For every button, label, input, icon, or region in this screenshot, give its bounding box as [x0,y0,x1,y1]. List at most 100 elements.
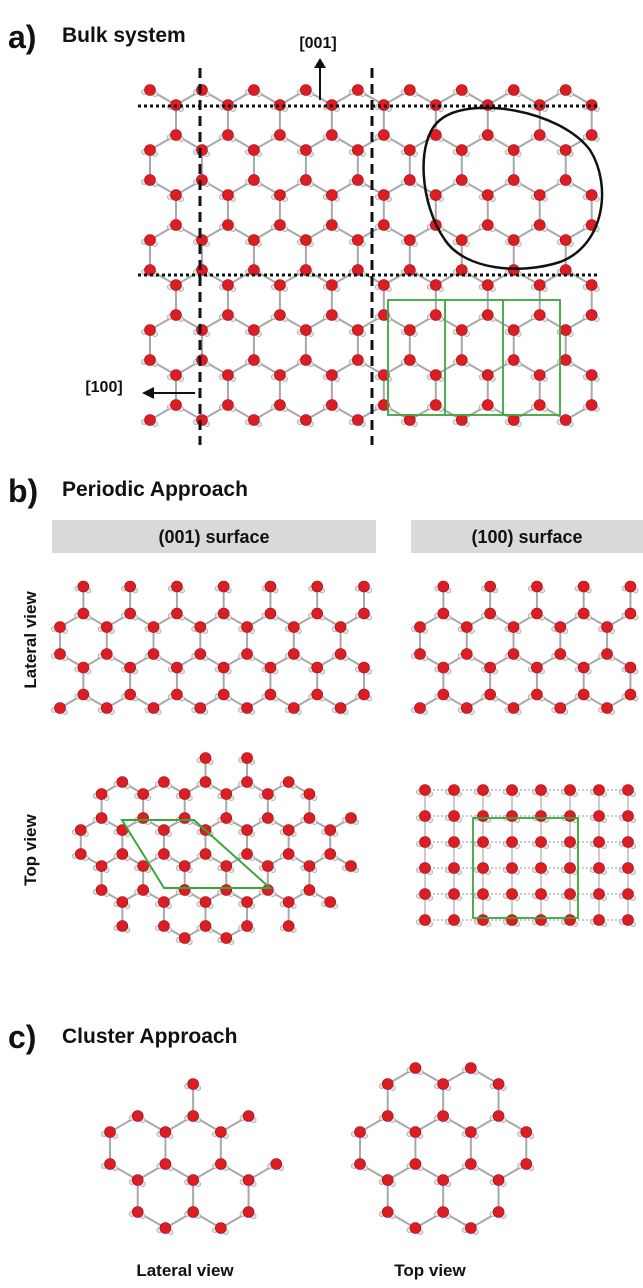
oxygen-atom [465,1222,477,1234]
oxygen-atom [178,932,191,944]
oxygen-atom [196,174,208,186]
oxygen-atom [170,189,182,201]
oxygen-atom [196,84,208,96]
oxygen-atom [100,621,113,633]
oxygen-atom [222,219,234,231]
oxygen-atom [477,914,489,926]
oxygen-atom [104,1158,116,1170]
oxygen-atom [437,1206,449,1218]
oxygen-atom [507,354,520,366]
column-header [411,520,643,553]
row-title: Lateral view [21,591,40,689]
oxygen-atom [481,189,494,201]
oxygen-atom [455,84,468,96]
oxygen-atom [577,607,590,620]
oxygen-atom [531,688,543,701]
oxygen-atom [248,84,260,96]
oxygen-atom [158,824,170,836]
oxygen-atom [311,580,324,593]
column-header [52,520,376,553]
oxygen-atom [352,234,364,246]
oxygen-atom [352,264,364,276]
unit-cell [387,299,561,416]
oxygen-atom [533,279,546,291]
water-grid [416,784,636,927]
oxygen-atom [531,580,543,593]
oxygen-atom [334,621,347,633]
oxygen-atom [622,888,634,900]
oxygen-atom [465,1062,477,1074]
oxygen-atom [409,1062,422,1074]
oxygen-atom [274,189,286,201]
oxygen-atom [199,920,212,932]
oxygen-atom [274,309,286,321]
oxygen-atom [196,324,208,336]
oxygen-atom [531,607,543,620]
oxygen-atom [531,661,543,674]
oxygen-atom [354,1126,366,1138]
oxygen-atom [264,661,277,674]
column-title: (100) surface [471,527,582,547]
oxygen-atom [533,219,546,231]
oxygen-atom [448,862,460,874]
oxygen-atom [326,309,338,321]
oxygen-atom [593,914,605,926]
oxygen-atom [358,607,370,620]
oxygen-atom [116,776,129,788]
oxygen-atom [477,784,489,796]
oxygen-atom [241,920,253,932]
panel-label: c) [8,1019,36,1055]
oxygen-atom [288,621,300,633]
oxygen-atom [477,862,489,874]
oxygen-atom [220,788,233,800]
oxygen-atom [95,884,108,896]
oxygen-atom [220,884,233,896]
oxygen-atom [196,234,208,246]
oxygen-atom [506,784,518,796]
oxygen-atom [455,264,468,276]
oxygen-atom [448,810,460,822]
oxygen-atom [437,688,450,701]
oxygen-atom [593,836,605,848]
oxygen-atom [564,914,576,926]
oxygen-atom [147,648,160,660]
oxygen-atom [437,1078,449,1090]
oxygen-atom [248,144,260,156]
oxygen-atom [170,369,182,381]
oxygen-atom [593,862,605,874]
oxygen-atom [533,309,546,321]
oxygen-atom [492,1174,505,1186]
oxygen-atom [554,648,567,660]
oxygen-atom [593,810,605,822]
oxygen-atom [215,1222,227,1234]
oxygen-atom [54,621,66,633]
oxygen-atom [334,702,347,714]
oxygen-atom [326,219,338,231]
oxygen-atom [222,189,234,201]
axis-label: [100] [85,379,122,396]
oxygen-atom [352,84,364,96]
oxygen-atom [507,648,520,660]
oxygen-atom [187,1206,199,1218]
oxygen-atom [77,580,90,593]
oxygen-atom [507,144,520,156]
oxygen-atom [95,860,108,872]
oxygen-atom [288,648,300,660]
oxygen-atom [624,607,637,620]
oxygen-atom [535,862,547,874]
oxygen-atom [326,129,338,141]
oxygen-atom [352,144,364,156]
oxygen-atom [300,84,312,96]
oxygen-atom [624,688,637,701]
oxygen-atom [311,661,324,674]
oxygen-atom [559,234,572,246]
oxygen-atom [564,784,576,796]
oxygen-atom [358,580,370,593]
oxygen-atom [455,234,468,246]
oxygen-atom [378,129,390,141]
oxygen-atom [554,621,567,633]
unit-cell [472,817,579,919]
water-lattice [141,84,600,427]
oxygen-atom [300,234,312,246]
